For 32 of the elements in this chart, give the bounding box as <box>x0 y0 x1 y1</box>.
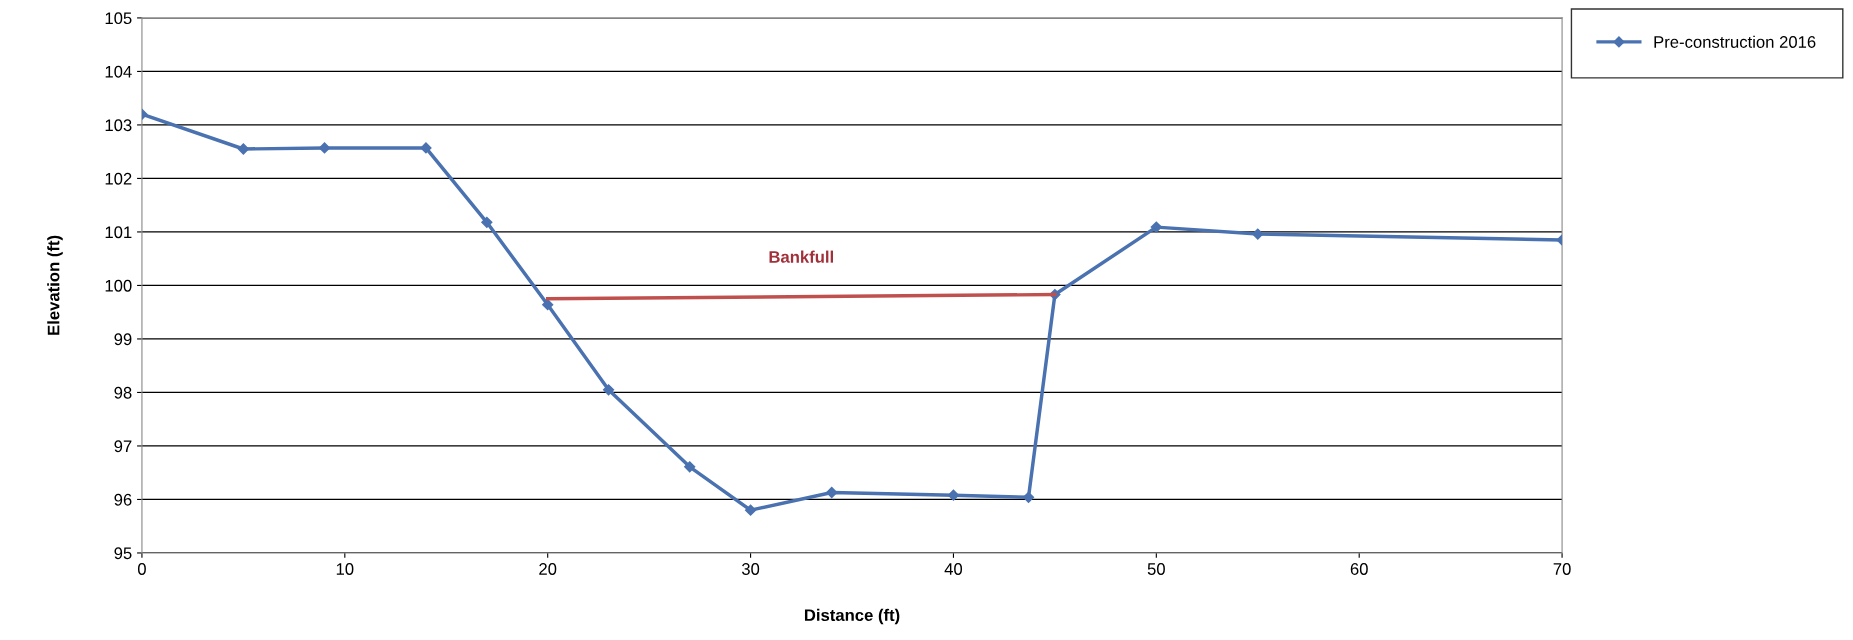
x-tick-label: 30 <box>741 563 760 575</box>
point <box>684 461 696 473</box>
x-tick-label: 50 <box>1147 563 1165 575</box>
y-tick-label: 104 <box>105 65 132 78</box>
annotation: Bankfull <box>769 250 833 263</box>
point <box>237 143 249 155</box>
x-tick-label: 0 <box>137 563 146 575</box>
y-tick-label: 96 <box>114 493 132 506</box>
y-tick-label: 97 <box>114 440 132 453</box>
y-tick-label: 105 <box>105 12 132 25</box>
x-tick-label: 10 <box>336 563 354 575</box>
y-tick-label: 103 <box>105 119 132 132</box>
x-tick-label: 60 <box>1350 563 1368 575</box>
point <box>1252 228 1264 240</box>
x-tick-label: 40 <box>944 563 963 575</box>
y-tick-label: 100 <box>105 279 132 292</box>
legend-label: Pre-construction 2016 <box>1654 35 1816 48</box>
point <box>602 384 615 396</box>
point <box>542 299 554 311</box>
point <box>420 142 432 154</box>
point <box>744 504 757 516</box>
y-tick-label: 102 <box>105 172 132 185</box>
x-tick-label: 70 <box>1553 563 1571 575</box>
y-axis-title: Elevation (ft) <box>47 235 63 335</box>
point <box>481 216 493 228</box>
y-tick-label: 99 <box>114 333 132 346</box>
y-tick-label: 95 <box>114 547 132 560</box>
y-tick-label: 98 <box>114 386 132 399</box>
point <box>1150 221 1162 233</box>
x-tick-label: 20 <box>539 563 557 575</box>
x-axis-title: Distance (ft) <box>804 608 900 625</box>
y-tick-label: 101 <box>105 226 132 239</box>
